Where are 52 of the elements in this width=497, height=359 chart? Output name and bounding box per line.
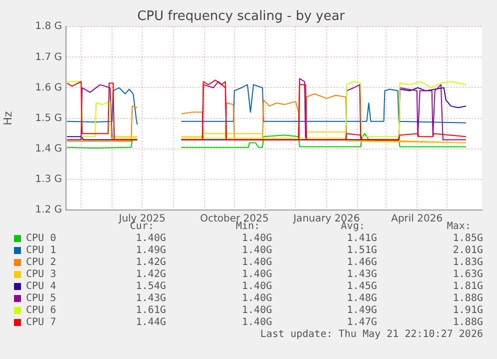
text: 1.46G xyxy=(346,257,377,269)
text: 1.40G xyxy=(242,293,272,305)
text: 1.42G xyxy=(136,257,166,269)
text: 1.40G xyxy=(242,245,272,257)
legend-label: CPU 6 xyxy=(26,305,56,317)
text: 1.91G xyxy=(452,305,483,317)
x-tick-label: April 2026 xyxy=(391,214,443,225)
text: 1.40G xyxy=(242,257,272,269)
text: 1.40G xyxy=(136,233,166,245)
text: Max: xyxy=(446,221,471,233)
text: 1.85G xyxy=(452,233,483,245)
text: 1.49G xyxy=(136,245,166,257)
text: 1.43G xyxy=(346,269,377,281)
text: 1.48G xyxy=(346,293,377,305)
text: 1.42G xyxy=(136,269,166,281)
text: 1.63G xyxy=(452,269,483,281)
y-tick-label: 1.7 G xyxy=(35,52,62,63)
text: 1.81G xyxy=(452,281,483,293)
y-tick-label: 1.2 G xyxy=(35,204,62,216)
legend-label: CPU 5 xyxy=(26,293,56,305)
text: 1.40G xyxy=(242,317,272,329)
text: 1.40G xyxy=(242,233,272,245)
text: 1.40G xyxy=(242,281,272,293)
y-tick-label: 1.6 G xyxy=(35,82,62,94)
legend-label: CPU 0 xyxy=(26,233,56,245)
legend-label: CPU 1 xyxy=(26,245,56,257)
text: 1.47G xyxy=(346,317,377,329)
y-axis-title: Hz xyxy=(1,111,14,126)
text: 1.44G xyxy=(136,317,166,329)
text: 1.40G xyxy=(242,305,272,317)
text: Last update: Thu May 21 22:10:27 2026 xyxy=(260,329,483,341)
y-tick-label: 1.4 G xyxy=(35,143,62,154)
text: 1.54G xyxy=(136,281,166,293)
text: 1.88G xyxy=(452,317,483,329)
y-tick-label: 1.3 G xyxy=(35,174,62,186)
text: 1.41G xyxy=(346,233,377,245)
text: 1.43G xyxy=(136,293,166,305)
text: 1.51G xyxy=(346,245,377,257)
text: 1.45G xyxy=(346,281,377,293)
text: 1.88G xyxy=(452,293,483,305)
text: 1.40G xyxy=(242,269,272,281)
text: 1.61G xyxy=(136,305,166,317)
legend-label: CPU 3 xyxy=(26,269,56,281)
text: 1.83G xyxy=(452,257,483,269)
y-tick-label: 1.5 G xyxy=(35,112,62,124)
chart-title: CPU frequency scaling - by year xyxy=(137,9,346,24)
y-tick-label: 1.8 G xyxy=(35,21,62,32)
legend-label: CPU 2 xyxy=(26,257,56,269)
legend-label: CPU 4 xyxy=(26,281,56,293)
text: 2.01G xyxy=(452,245,483,257)
legend-label: CPU 7 xyxy=(26,317,56,329)
text: 1.49G xyxy=(346,305,377,317)
